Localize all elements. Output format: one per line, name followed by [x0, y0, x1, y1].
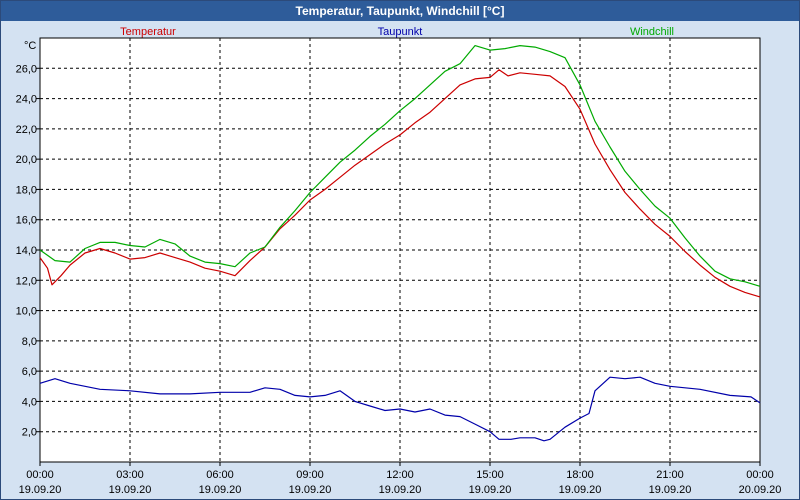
y-tick-label: 26,0 — [16, 63, 37, 75]
x-tick-date-label: 19.09.20 — [19, 484, 62, 496]
x-tick-time-label: 03:00 — [116, 469, 144, 481]
series-line-windchill — [39, 44, 761, 287]
y-tick-label: 24,0 — [16, 94, 37, 106]
y-tick-label: 6,0 — [22, 366, 37, 378]
y-tick-label: 12,0 — [16, 275, 37, 287]
x-tick-date-label: 19.09.20 — [289, 484, 332, 496]
chart-title: Temperatur, Taupunkt, Windchill [°C] — [1, 1, 799, 21]
legend-entry-windchill: Windchill — [630, 26, 674, 38]
y-tick-label: 22,0 — [16, 124, 37, 136]
series-line-temperatur — [39, 69, 761, 298]
legend: Temperatur Taupunkt Windchill — [120, 26, 674, 38]
y-axis-ticks: 2,0 4,0 6,0 8,0 10,0 12,0 14,0 16,0 18,0 20,0 22,0… — [16, 63, 40, 439]
x-tick-date-label: 20.09.20 — [739, 484, 782, 496]
y-tick-label: 20,0 — [16, 154, 37, 166]
x-tick-time-label: 18:00 — [566, 469, 594, 481]
x-tick-time-label: 09:00 — [296, 469, 324, 481]
y-tick-label: 16,0 — [16, 215, 37, 227]
y-tick-label: 10,0 — [16, 306, 37, 318]
x-tick-date-label: 19.09.20 — [379, 484, 422, 496]
x-tick-date-label: 19.09.20 — [649, 484, 692, 496]
x-axis-ticks: 00:00 19.09.20 03:00 19.09.20 06:00 19.09.20 0… — [19, 462, 782, 496]
x-tick-date-label: 19.09.20 — [559, 484, 602, 496]
x-tick-date-label: 19.09.20 — [199, 484, 242, 496]
y-tick-label: 2,0 — [22, 427, 37, 439]
y-tick-label: 14,0 — [16, 245, 37, 257]
y-tick-label: 4,0 — [22, 396, 37, 408]
grid-lines — [40, 38, 760, 462]
y-tick-label: 8,0 — [22, 336, 37, 348]
x-tick-date-label: 19.09.20 — [469, 484, 512, 496]
y-tick-label: 18,0 — [16, 184, 37, 196]
x-tick-time-label: 06:00 — [206, 469, 234, 481]
x-tick-time-label: 21:00 — [656, 469, 684, 481]
x-tick-date-label: 19.09.20 — [109, 484, 152, 496]
x-tick-time-label: 00:00 — [26, 469, 54, 481]
x-tick-time-label: 00:00 — [746, 469, 774, 481]
series-line-taupunkt — [39, 376, 761, 442]
x-tick-time-label: 15:00 — [476, 469, 504, 481]
legend-entry-temperatur: Temperatur — [120, 26, 176, 38]
x-tick-time-label: 12:00 — [386, 469, 414, 481]
series-lines — [39, 44, 761, 442]
legend-entry-taupunkt: Taupunkt — [378, 26, 423, 38]
y-axis-unit-label: °C — [24, 40, 36, 52]
